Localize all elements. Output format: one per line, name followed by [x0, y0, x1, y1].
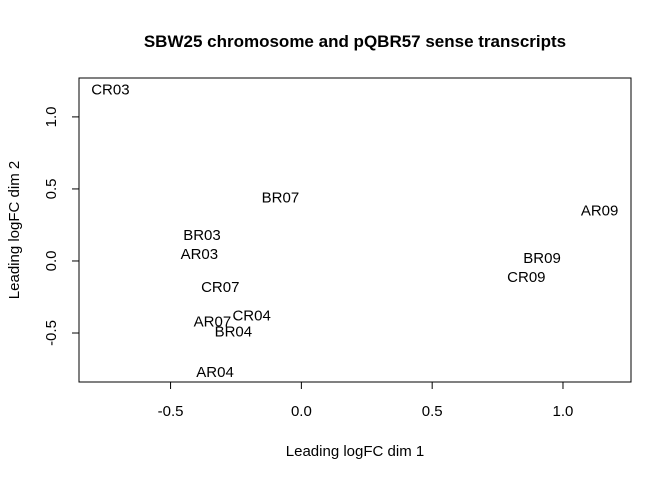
- y-tick-label: 0.0: [43, 251, 60, 272]
- y-tick-label: -0.5: [43, 320, 60, 346]
- point-label: CR07: [201, 279, 239, 296]
- point-label: BR07: [262, 190, 300, 207]
- x-axis-label: Leading logFC dim 1: [286, 443, 424, 460]
- x-tick-label: 0.5: [422, 403, 443, 420]
- y-tick-label: 0.5: [43, 179, 60, 200]
- plot-frame: [78, 77, 632, 383]
- x-tick-label: 0.0: [291, 403, 312, 420]
- point-label: BR04: [215, 324, 253, 341]
- point-label: AR04: [196, 364, 234, 381]
- point-label: CR03: [91, 82, 129, 99]
- point-label: AR03: [181, 246, 219, 263]
- x-tick-label: 1.0: [553, 403, 574, 420]
- point-label: AR07: [194, 313, 232, 330]
- point-label: CR09: [507, 269, 545, 286]
- point-labels: CR03 BR07 AR09 BR03 AR03 BR09 CR09 CR07 CR04AR07…: [91, 82, 618, 381]
- x-axis: -0.5 0.0 0.5 1.0: [158, 381, 574, 420]
- point-label: BR09: [523, 250, 561, 267]
- y-axis: -0.5 0.0 0.5 1.0: [43, 106, 80, 346]
- chart-title: SBW25 chromosome and pQBR57 sense transc…: [144, 32, 566, 51]
- point-label: BR03: [183, 227, 221, 244]
- y-tick-label: 1.0: [43, 106, 60, 127]
- point-label: AR09: [581, 203, 619, 220]
- x-tick-label: -0.5: [158, 403, 184, 420]
- point-label: CR04: [232, 308, 270, 325]
- y-axis-label: Leading logFC dim 2: [6, 161, 23, 299]
